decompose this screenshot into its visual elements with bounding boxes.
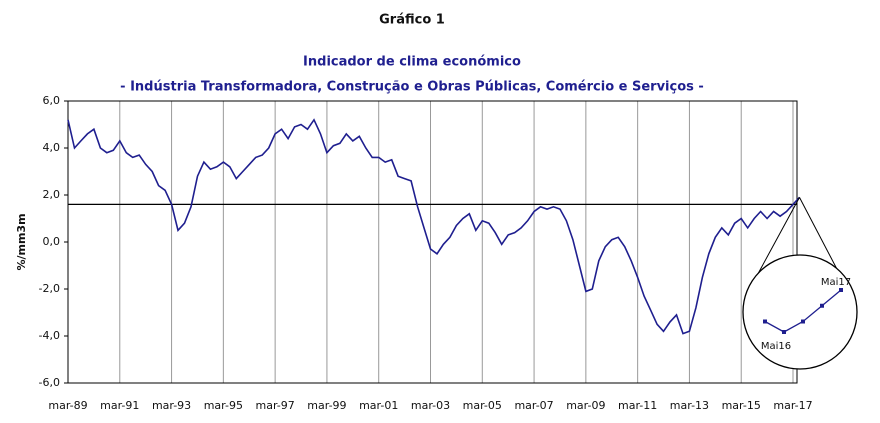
x-tick-label: mar-15 (722, 399, 761, 412)
x-tick-label: mar-95 (204, 399, 243, 412)
chart-subtitle: Indicador de clima económico (303, 55, 521, 70)
inset-marker (801, 319, 805, 324)
x-tick-label: mar-03 (411, 399, 450, 412)
y-tick-label: 6,0 (43, 94, 61, 107)
y-tick-label: 2,0 (43, 188, 61, 201)
data-line (67, 118, 801, 335)
x-tick-label: mar-99 (307, 399, 346, 412)
inset-marker (820, 303, 824, 308)
x-tick-label: mar-91 (100, 399, 139, 412)
y-tick-label: -2,0 (39, 282, 60, 295)
x-tick-label: mar-89 (48, 399, 87, 412)
x-tick-label: mar-09 (566, 399, 605, 412)
x-tick-label: mar-05 (463, 399, 502, 412)
x-tick-label: mar-13 (670, 399, 709, 412)
inset-marker (782, 330, 786, 334)
y-tick-label: 0,0 (43, 235, 61, 248)
x-tick-label: mar-01 (359, 399, 398, 412)
plot-frame (67, 100, 798, 384)
y-tick-label: -6,0 (39, 376, 60, 389)
y-tick-label: 4,0 (43, 141, 61, 154)
x-tick-label: mar-97 (256, 399, 295, 412)
y-tick-label: -4,0 (39, 329, 60, 342)
zoom-inset (742, 254, 858, 370)
chart-subtitle: - Indústria Transformadora, Construção e… (120, 80, 704, 95)
inset-marker (839, 288, 843, 292)
inset-marker (763, 319, 767, 324)
annotation: Mai16 (761, 341, 791, 352)
x-tick-label: mar-93 (152, 399, 191, 412)
y-axis-label: %/mm3m (15, 213, 28, 270)
annotation: Mai17 (821, 277, 851, 288)
x-tick-label: mar-11 (618, 399, 657, 412)
x-tick-label: mar-07 (514, 399, 553, 412)
x-tick-label: mar-17 (773, 399, 812, 412)
chart-title: Gráfico 1 (379, 13, 445, 28)
